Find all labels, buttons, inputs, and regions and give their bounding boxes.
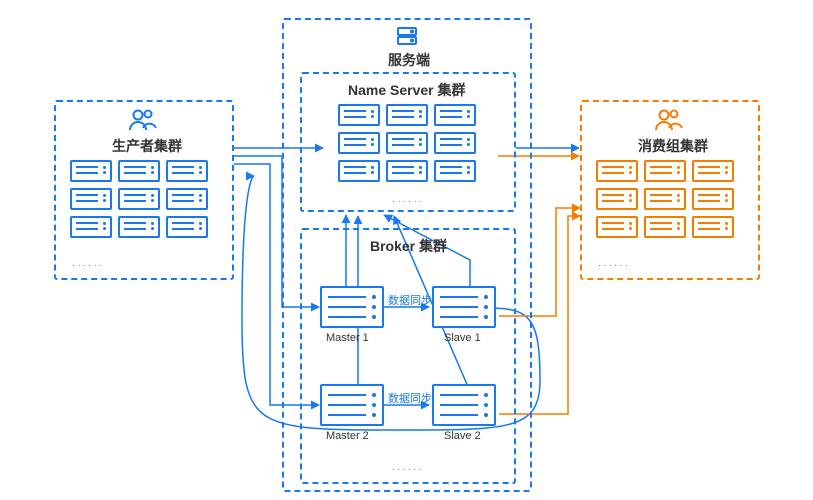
broker-master2	[320, 384, 384, 426]
server-icon	[596, 188, 638, 210]
consumer-ellipsis: ······	[598, 260, 630, 271]
server-icon	[70, 188, 112, 210]
server-icon	[386, 104, 428, 126]
server-icon	[434, 104, 476, 126]
server-icon	[692, 216, 734, 238]
server-icon	[386, 132, 428, 154]
consumer-cluster-title: 消费组集群	[638, 136, 708, 156]
server-icon	[70, 160, 112, 182]
slave1-label: Slave 1	[444, 332, 481, 344]
server-icon	[118, 216, 160, 238]
name-server-cluster-title: Name Server 集群	[348, 80, 466, 100]
broker-master1	[320, 286, 384, 328]
producer-ellipsis: ······	[72, 260, 104, 271]
server-icon	[644, 216, 686, 238]
server-icon	[166, 160, 208, 182]
server-icon	[338, 160, 380, 182]
server-row	[596, 188, 734, 210]
broker-slave2	[432, 384, 496, 426]
server-main-title: 服务端	[388, 50, 430, 70]
data-sync-label-2: 数据同步	[388, 390, 432, 406]
broker-ellipsis: ······	[392, 464, 424, 475]
server-icon	[596, 160, 638, 182]
server-icon	[692, 188, 734, 210]
server-icon	[596, 216, 638, 238]
server-row	[70, 160, 208, 182]
data-sync-label-1: 数据同步	[388, 292, 432, 308]
producer-people-icon	[128, 108, 158, 137]
server-icon	[386, 160, 428, 182]
server-icon	[118, 188, 160, 210]
server-row	[338, 104, 476, 126]
server-row	[70, 188, 208, 210]
server-row	[338, 160, 476, 182]
server-icon	[692, 160, 734, 182]
producer-cluster-title: 生产者集群	[112, 136, 182, 156]
server-row	[596, 160, 734, 182]
server-icon	[644, 188, 686, 210]
broker-cluster-title: Broker 集群	[370, 236, 447, 256]
server-icon	[70, 216, 112, 238]
server-icon	[166, 188, 208, 210]
server-icon	[434, 160, 476, 182]
server-icon	[434, 132, 476, 154]
master1-label: Master 1	[326, 332, 369, 344]
server-icon	[644, 160, 686, 182]
server-icon	[338, 104, 380, 126]
server-header-icon	[395, 24, 419, 53]
broker-cluster-box	[300, 228, 516, 484]
ns-ellipsis: ······	[392, 196, 424, 207]
server-icon	[118, 160, 160, 182]
server-row	[70, 216, 208, 238]
master2-label: Master 2	[326, 430, 369, 442]
consumer-people-icon	[654, 108, 684, 137]
server-icon	[338, 132, 380, 154]
broker-slave1	[432, 286, 496, 328]
server-icon	[166, 216, 208, 238]
server-row	[338, 132, 476, 154]
server-row	[596, 216, 734, 238]
slave2-label: Slave 2	[444, 430, 481, 442]
